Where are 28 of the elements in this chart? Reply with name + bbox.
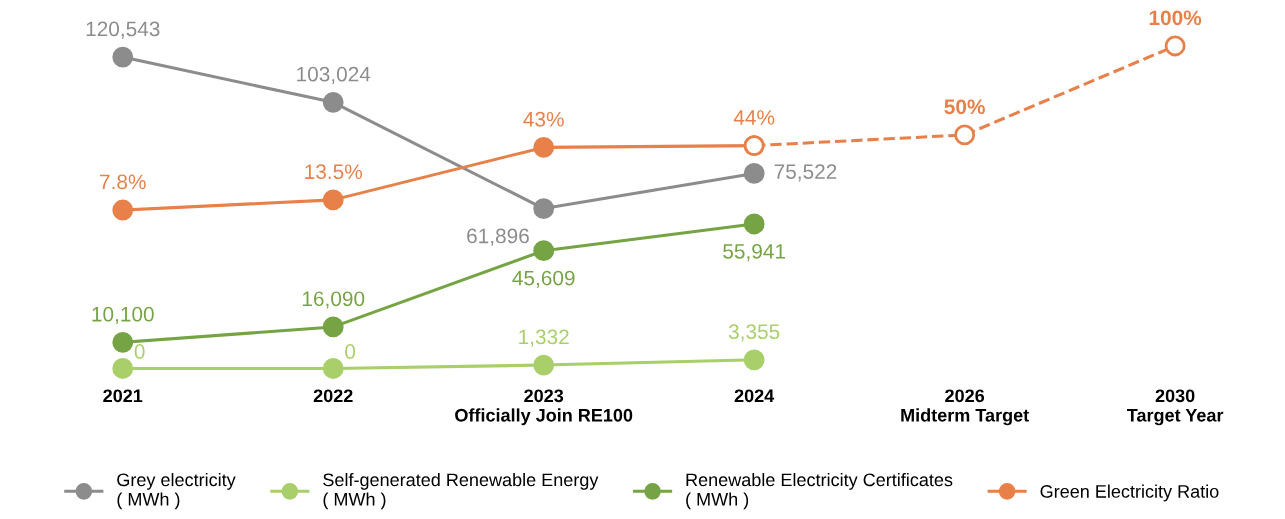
x-tick-label: 2022 — [313, 389, 353, 403]
data-label: 7.8% — [100, 174, 146, 190]
data-label: 44% — [733, 110, 775, 125]
legend-label: Green Electricity Ratio — [1040, 484, 1219, 502]
x-tick-label: 2024 — [734, 389, 775, 403]
x-tick-label: 2026 Midterm Target — [901, 389, 1029, 426]
data-label: 43% — [523, 111, 564, 127]
x-tick-label: 2023 Officially Join RE100 — [455, 389, 633, 426]
data-label: 16,090 — [302, 291, 365, 309]
data-label: 61,896 — [467, 228, 529, 246]
data-label: 13.5% — [305, 164, 363, 180]
data-label: 10,100 — [92, 306, 154, 325]
data-label: 55,941 — [723, 243, 786, 262]
data-label: 0 — [134, 344, 145, 359]
data-label: 50% — [944, 99, 985, 115]
data-label: 3,355 — [728, 324, 780, 342]
legend-label: Renewable Electricity Certificates ( MWh ) — [686, 472, 953, 510]
x-tick-label: 2021 — [103, 389, 143, 403]
x-tick-label: 2030 Target Year — [1126, 389, 1224, 426]
data-label: 75,522 — [774, 164, 837, 182]
data-label: 0 — [345, 344, 356, 359]
data-label: 1,332 — [519, 329, 569, 347]
data-label: 100% — [1149, 10, 1202, 26]
data-label: 120,543 — [86, 21, 160, 39]
legend-label: Self-generated Renewable Energy ( MWh ) — [323, 472, 599, 510]
data-label: 103,024 — [297, 66, 371, 85]
legend-label: Grey electricity ( MWh ) — [117, 472, 236, 510]
data-label: 45,609 — [512, 270, 575, 288]
